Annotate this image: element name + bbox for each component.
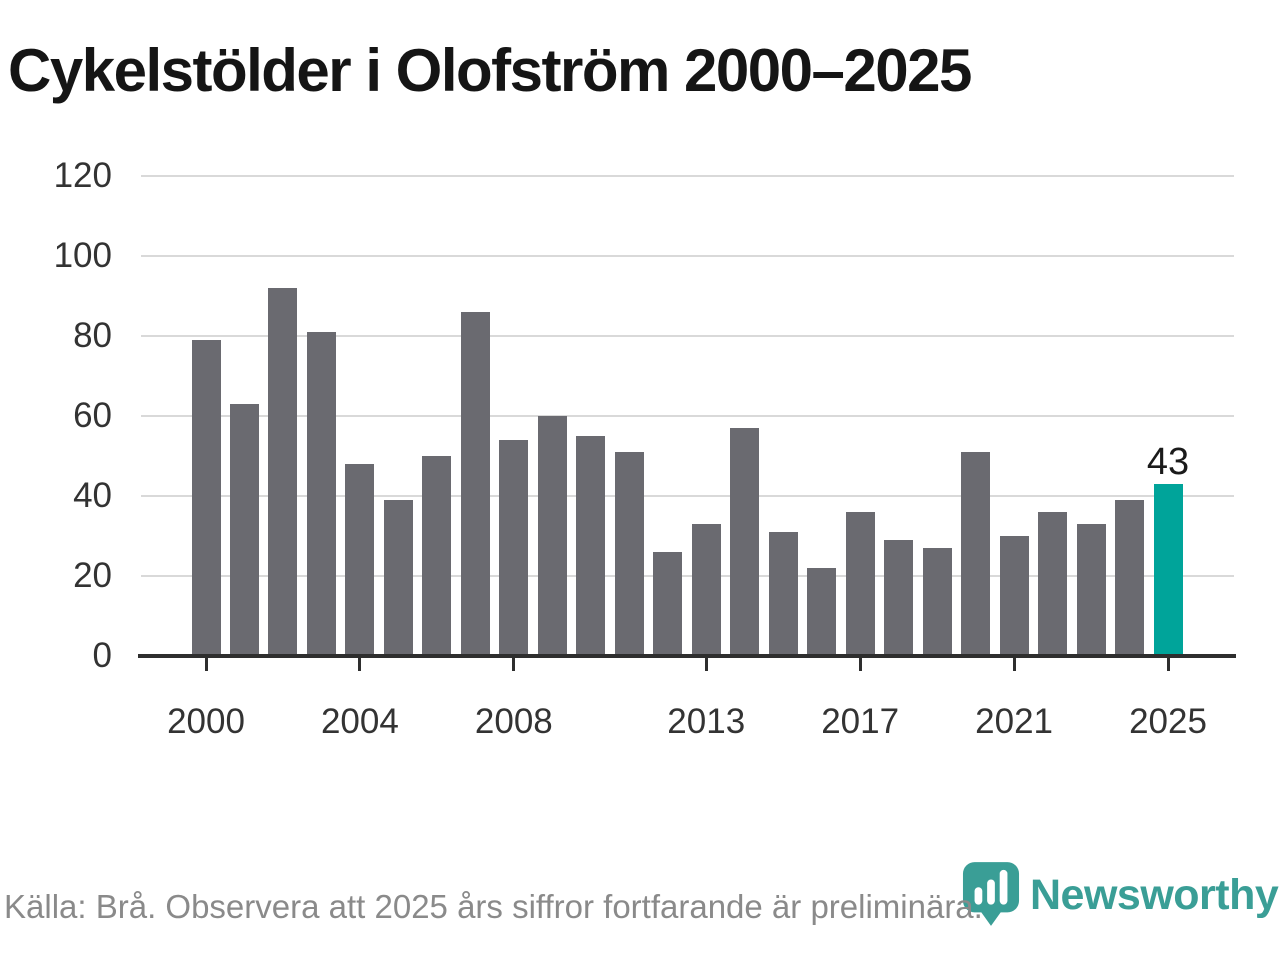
- bar-2006: [422, 456, 452, 656]
- bar-2001: [229, 404, 259, 656]
- chart-title: Cykelstölder i Olofström 2000–2025: [8, 37, 972, 104]
- y-axis-label-80: 80: [73, 316, 112, 355]
- y-axis-label-40: 40: [73, 476, 112, 515]
- highlight-value-label: 43: [1146, 441, 1190, 483]
- y-axis-label-100: 100: [53, 236, 112, 275]
- bar-2020: [961, 452, 991, 656]
- source-note: Källa: Brå. Observera att 2025 års siffr…: [4, 888, 983, 925]
- bar-2014: [730, 428, 760, 656]
- bar-2025: [1153, 484, 1183, 656]
- newsworthy-logo-text: Newsworthy: [1030, 870, 1279, 919]
- bar-2019: [922, 548, 952, 656]
- bar-2004: [345, 464, 375, 656]
- bar-2002: [268, 288, 298, 656]
- bar-2000: [191, 340, 221, 656]
- bar-2012: [653, 552, 683, 656]
- gridline-60: [141, 415, 1234, 417]
- y-axis-label-60: 60: [73, 396, 112, 435]
- bar-2015: [768, 532, 798, 656]
- bar-2008: [499, 440, 529, 656]
- bar-2024: [1115, 500, 1145, 656]
- x-axis-tick-2004: [358, 658, 362, 671]
- x-axis-tick-2017: [858, 658, 862, 671]
- plot-area: [141, 175, 1234, 656]
- newsworthy-logo-icon: [962, 862, 1020, 926]
- bar-2018: [884, 540, 914, 656]
- gridline-20: [141, 575, 1234, 577]
- x-axis-tick-2021: [1012, 658, 1016, 671]
- newsworthy-logo: Newsworthy: [962, 860, 1279, 930]
- x-axis-label-2013: 2013: [667, 702, 746, 741]
- gridline-100: [141, 255, 1234, 257]
- bar-2013: [691, 524, 721, 656]
- x-axis-label-2004: 2004: [320, 702, 399, 741]
- x-axis-tick-2025: [1166, 658, 1170, 671]
- y-axis-label-20: 20: [73, 556, 112, 595]
- bar-2023: [1076, 524, 1106, 656]
- bar-2005: [383, 500, 413, 656]
- bar-2003: [306, 332, 336, 656]
- gridline-80: [141, 335, 1234, 337]
- x-axis-line: [138, 654, 1236, 658]
- bar-2016: [807, 568, 837, 656]
- y-axis-label-0: 0: [92, 636, 112, 675]
- bar-2017: [845, 512, 875, 656]
- x-axis-label-2000: 2000: [167, 702, 245, 741]
- x-axis-label-2021: 2021: [975, 702, 1054, 741]
- x-axis-tick-2008: [512, 658, 516, 671]
- x-axis-label-2008: 2008: [474, 702, 553, 741]
- bar-2011: [614, 452, 644, 656]
- gridline-120: [141, 175, 1234, 177]
- y-axis-label-120: 120: [53, 156, 112, 195]
- bar-2007: [460, 312, 490, 656]
- gridline-40: [141, 495, 1234, 497]
- x-axis-label-2017: 2017: [821, 702, 900, 741]
- x-axis-tick-2000: [204, 658, 208, 671]
- x-axis-label-2025: 2025: [1129, 702, 1207, 741]
- bar-2009: [537, 416, 567, 656]
- bar-2021: [999, 536, 1029, 656]
- x-axis-tick-2013: [704, 658, 708, 671]
- bar-2010: [576, 436, 606, 656]
- bar-2022: [1038, 512, 1068, 656]
